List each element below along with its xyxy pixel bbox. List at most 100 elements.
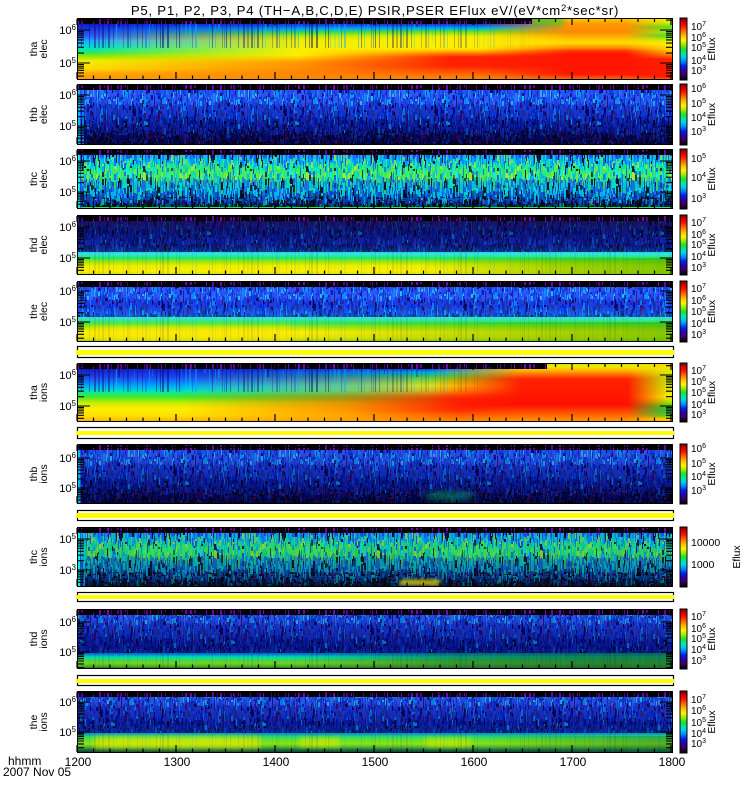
svg-text:105: 105 — [59, 481, 76, 495]
svg-text:106: 106 — [691, 32, 706, 44]
svg-text:103: 103 — [691, 193, 706, 205]
svg-text:103: 103 — [691, 126, 706, 138]
svg-text:hhmm: hhmm — [8, 754, 41, 768]
svg-text:ions: ions — [38, 464, 50, 483]
svg-text:Eflux: Eflux — [706, 167, 718, 191]
svg-text:106: 106 — [59, 220, 76, 234]
svg-text:103: 103 — [691, 65, 706, 77]
svg-text:104: 104 — [691, 112, 706, 124]
svg-text:1800: 1800 — [659, 755, 686, 769]
svg-text:105: 105 — [691, 98, 706, 110]
svg-text:106: 106 — [59, 615, 76, 629]
svg-text:103: 103 — [691, 655, 706, 667]
svg-text:P5, P1, P2, P3, P4 (TH−A,B,C,D: P5, P1, P2, P3, P4 (TH−A,B,C,D,E) PSIR,P… — [131, 3, 619, 18]
svg-text:104: 104 — [691, 172, 706, 184]
svg-text:ions: ions — [38, 383, 50, 402]
svg-text:elec: elec — [38, 235, 50, 254]
svg-text:104: 104 — [691, 644, 706, 656]
svg-text:105: 105 — [59, 725, 76, 739]
svg-text:105: 105 — [691, 458, 706, 470]
svg-text:104: 104 — [691, 728, 706, 740]
svg-text:tha: tha — [28, 42, 40, 57]
svg-text:107: 107 — [691, 217, 706, 229]
svg-text:104: 104 — [691, 251, 706, 263]
svg-text:thd: thd — [28, 632, 40, 647]
svg-text:Eflux: Eflux — [706, 37, 718, 61]
svg-text:ions: ions — [38, 712, 50, 731]
svg-text:1700: 1700 — [560, 755, 587, 769]
svg-text:104: 104 — [691, 399, 706, 411]
svg-text:106: 106 — [59, 88, 76, 102]
svg-text:107: 107 — [691, 611, 706, 623]
svg-text:106: 106 — [691, 83, 706, 95]
svg-text:107: 107 — [691, 365, 706, 377]
svg-text:1600: 1600 — [461, 755, 488, 769]
svg-text:Eflux: Eflux — [706, 462, 718, 486]
svg-text:103: 103 — [59, 563, 76, 577]
svg-text:the: the — [28, 304, 40, 319]
svg-text:thd: thd — [28, 238, 40, 253]
svg-text:2007 Nov 05: 2007 Nov 05 — [3, 765, 71, 779]
svg-text:1000: 1000 — [691, 559, 715, 571]
svg-text:tha: tha — [28, 385, 40, 400]
svg-text:106: 106 — [59, 695, 76, 709]
svg-text:106: 106 — [59, 23, 76, 37]
svg-text:105: 105 — [691, 42, 706, 54]
svg-text:105: 105 — [59, 251, 76, 265]
svg-text:1300: 1300 — [164, 755, 191, 769]
svg-text:106: 106 — [691, 705, 706, 717]
svg-text:106: 106 — [691, 623, 706, 635]
svg-text:105: 105 — [691, 306, 706, 318]
svg-text:106: 106 — [59, 154, 76, 168]
svg-text:thb: thb — [28, 467, 40, 482]
svg-text:105: 105 — [59, 399, 76, 413]
svg-text:105: 105 — [691, 717, 706, 729]
svg-text:thb: thb — [28, 107, 40, 122]
svg-text:104: 104 — [691, 318, 706, 330]
svg-text:106: 106 — [691, 376, 706, 388]
svg-text:Eflux: Eflux — [706, 299, 718, 323]
svg-text:105: 105 — [59, 532, 76, 546]
svg-text:elec: elec — [38, 39, 50, 58]
svg-text:elec: elec — [38, 302, 50, 321]
svg-text:106: 106 — [691, 295, 706, 307]
svg-text:thc: thc — [28, 172, 40, 186]
svg-text:106: 106 — [59, 284, 76, 298]
svg-text:105: 105 — [59, 56, 76, 70]
svg-text:106: 106 — [691, 443, 706, 455]
svg-text:Eflux: Eflux — [706, 710, 718, 734]
svg-text:ions: ions — [38, 629, 50, 648]
svg-text:106: 106 — [59, 368, 76, 382]
svg-text:105: 105 — [59, 315, 76, 329]
svg-text:1200: 1200 — [65, 755, 92, 769]
svg-text:103: 103 — [691, 409, 706, 421]
svg-text:104: 104 — [691, 55, 706, 67]
svg-text:Eflux: Eflux — [706, 380, 718, 404]
svg-text:106: 106 — [691, 229, 706, 241]
svg-text:Eflux: Eflux — [706, 233, 718, 257]
svg-text:1500: 1500 — [362, 755, 389, 769]
svg-text:107: 107 — [691, 21, 706, 33]
svg-text:the: the — [28, 715, 40, 730]
svg-text:10000: 10000 — [691, 537, 720, 549]
svg-text:105: 105 — [59, 645, 76, 659]
svg-text:105: 105 — [59, 185, 76, 199]
svg-text:elec: elec — [38, 105, 50, 124]
svg-text:103: 103 — [691, 485, 706, 497]
svg-text:ions: ions — [38, 547, 50, 566]
svg-text:103: 103 — [691, 738, 706, 750]
svg-text:Eflux: Eflux — [706, 627, 718, 651]
svg-text:106: 106 — [59, 451, 76, 465]
svg-text:107: 107 — [691, 283, 706, 295]
svg-text:thc: thc — [28, 550, 40, 564]
svg-text:107: 107 — [691, 694, 706, 706]
svg-text:105: 105 — [691, 387, 706, 399]
svg-text:103: 103 — [691, 262, 706, 274]
svg-text:Eflux: Eflux — [706, 102, 718, 126]
svg-text:103: 103 — [691, 329, 706, 341]
svg-text:105: 105 — [691, 153, 706, 165]
svg-text:105: 105 — [691, 633, 706, 645]
svg-text:Eflux: Eflux — [731, 545, 743, 569]
svg-text:105: 105 — [59, 119, 76, 133]
svg-text:1400: 1400 — [263, 755, 290, 769]
